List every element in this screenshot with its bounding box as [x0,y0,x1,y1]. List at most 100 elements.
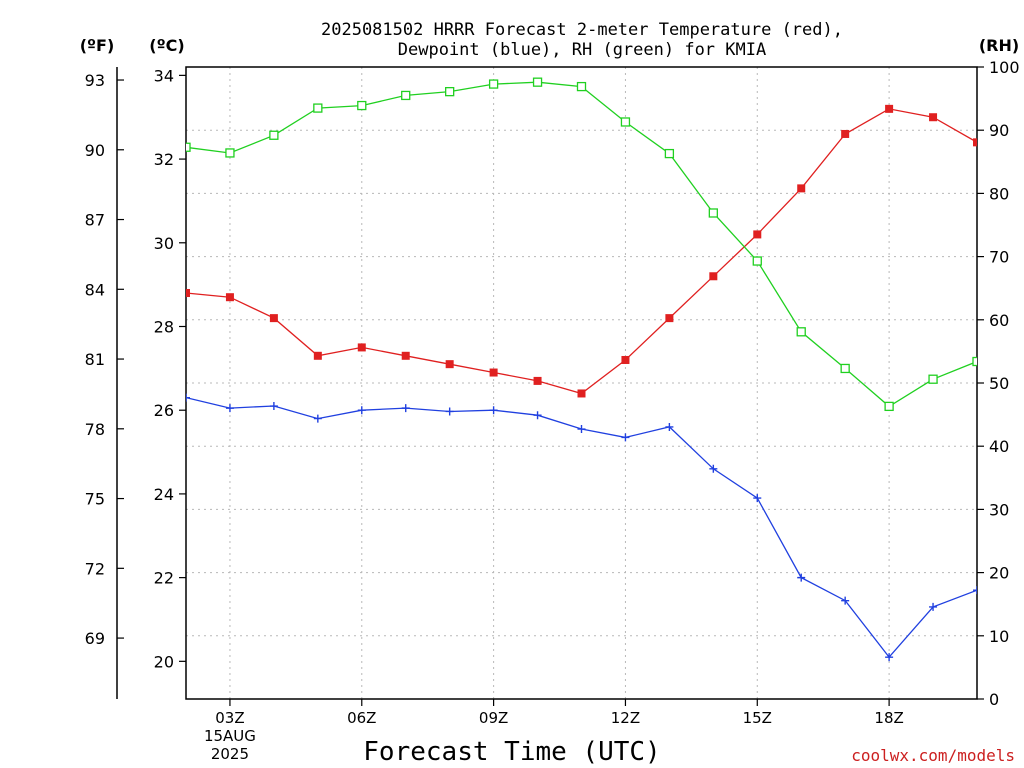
rh-point [532,77,543,87]
rh-tick-label: 80 [989,184,1009,203]
celsius-tick-label: 22 [154,569,174,588]
rh-point [269,130,279,140]
rh-tick-label: 100 [989,58,1020,77]
temperature-point [665,314,674,323]
rh-point [445,86,455,97]
x-year-label: 2025 [211,745,249,763]
rh-point [796,327,806,337]
rh-point [313,103,323,113]
rh-point [884,401,894,412]
temperature-point [973,138,977,147]
x-tick-label: 06Z [347,709,376,727]
grid-lines [186,67,977,699]
temperature-point [445,360,454,369]
temperature-point [357,343,366,352]
temperature-point [885,104,894,113]
rh-point [928,374,938,384]
chart-title-line1: 2025081502 HRRR Forecast 2-meter Tempera… [321,20,843,40]
rh-tick-label: 20 [989,564,1009,583]
dewpoint-point [269,402,278,411]
temperature-point [269,314,278,323]
dewpoint-point [665,422,674,431]
rh-series [186,77,977,412]
rh-tick-label: 50 [989,374,1009,393]
chart-title-line2: Dewpoint (blue), RH (green) for KMIA [398,40,766,60]
rh-point [225,148,235,158]
x-tick-label: 12Z [611,709,640,727]
temperature-point [533,376,542,385]
x-tick-label: 09Z [479,709,508,727]
temperature-point [577,389,586,398]
celsius-tick-label: 28 [154,317,174,336]
rh-tick-label: 10 [989,627,1009,646]
dewpoint-point [577,425,586,434]
rh-axis-unit: (RH) [979,36,1019,55]
dewpoint-point [313,414,322,423]
dewpoint-point [885,653,894,662]
temperature-series [186,104,977,398]
dewpoint-point [225,404,234,413]
dewpoint-point [533,411,542,420]
rh-tick-label: 90 [989,121,1009,140]
x-tick-label: 18Z [874,709,903,727]
fahrenheit-tick-label: 87 [85,211,105,230]
celsius-tick-label: 32 [154,150,174,169]
fahrenheit-tick-label: 90 [85,141,105,160]
fahrenheit-axis-unit: (ºF) [80,36,115,55]
dewpoint-point [401,404,410,413]
fahrenheit-tick-label: 81 [85,350,105,369]
site-credit: coolwx.com/models [851,746,1015,765]
fahrenheit-tick-label: 72 [85,559,105,578]
celsius-axis-unit: (ºC) [149,36,184,55]
rh-tick-label: 70 [989,248,1009,267]
rh-point [401,90,411,101]
dewpoint-point [186,393,190,402]
rh-tick-label: 30 [989,500,1009,519]
rh-point [576,81,587,92]
celsius-tick-label: 20 [154,652,174,671]
rh-point [664,148,675,159]
celsius-tick-label: 24 [154,485,174,504]
temperature-point [401,351,410,360]
dewpoint-point [841,596,850,605]
fahrenheit-tick-label: 84 [85,280,105,299]
dewpoint-line [186,396,977,659]
rh-point [357,100,367,111]
rh-tick-label: 0 [989,690,999,709]
temperature-point [489,368,498,377]
data-series [186,77,977,662]
dewpoint-point [797,573,806,582]
dewpoint-series [186,393,977,662]
rh-point [972,356,977,367]
dewpoint-point [621,433,630,442]
rh-point [708,208,718,218]
celsius-tick-label: 30 [154,234,174,253]
temperature-point [186,289,190,298]
temperature-point [753,230,762,239]
temperature-point [709,272,718,281]
dewpoint-point [357,406,366,415]
rh-tick-label: 60 [989,311,1009,330]
fahrenheit-tick-label: 75 [85,490,105,509]
temperature-point [841,129,850,138]
rh-point [752,256,762,266]
rh-point [840,363,850,374]
rh-point [620,117,631,127]
dewpoint-point [709,464,718,473]
dewpoint-point [753,494,762,503]
fahrenheit-tick-label: 69 [85,629,105,648]
rh-tick-label: 40 [989,437,1009,456]
temperature-point [929,113,938,122]
fahrenheit-tick-label: 93 [85,71,105,90]
dewpoint-point [489,406,498,415]
rh-point [488,79,499,89]
fahrenheit-tick-label: 78 [85,420,105,439]
dewpoint-point [973,586,977,595]
celsius-tick-label: 26 [154,401,174,420]
rh-point [186,142,191,152]
dewpoint-point [445,407,454,416]
temperature-point [621,355,630,364]
dewpoint-point [929,602,938,611]
